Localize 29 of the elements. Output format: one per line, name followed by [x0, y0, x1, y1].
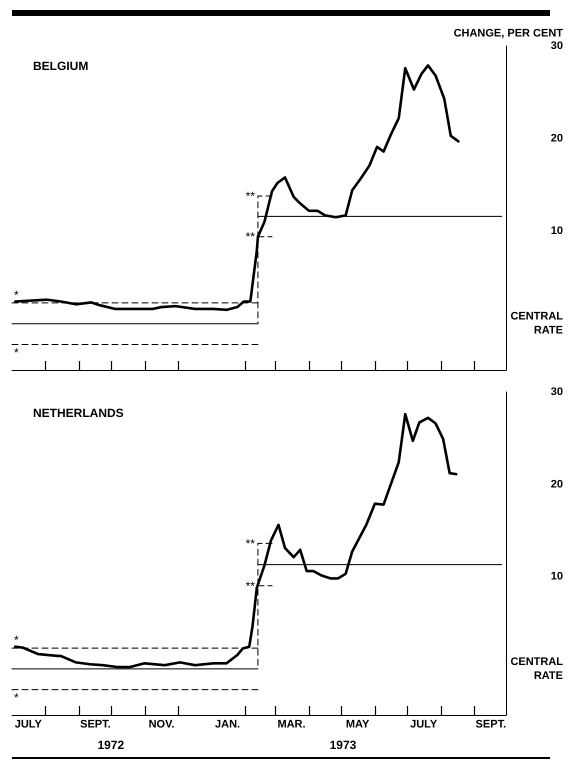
y-tick-label: CENTRAL RATE [510, 656, 564, 682]
x-tick-label: NOV. [148, 718, 174, 730]
y-tick-label: CENTRAL RATE [510, 310, 564, 337]
y-tick-label: 30 [550, 40, 563, 52]
text: NETHERLANDS [33, 406, 124, 420]
annotation: * [14, 346, 19, 360]
x-tick-label: JAN. [215, 718, 240, 730]
annotation: ** [246, 536, 256, 550]
annotation: ** [246, 230, 256, 244]
annotation: * [14, 690, 19, 705]
x-tick-label: JULY [14, 718, 42, 730]
y-tick-label: 10 [550, 225, 563, 238]
y-tick-label: 20 [550, 478, 563, 490]
annotation: ** [246, 578, 256, 593]
x-tick-label: MAR. [277, 718, 306, 730]
x-tick-label: SEPT. [476, 718, 506, 730]
annotation: * [14, 288, 19, 302]
text: 1973 [330, 738, 357, 752]
y-tick-label: 10 [550, 570, 563, 583]
y-tick-label: 20 [550, 132, 563, 145]
x-tick-label: SEPT. [80, 718, 111, 730]
y-axis-title: CHANGE, PER CENT [454, 28, 564, 40]
y-tick-label: 30 [550, 386, 563, 398]
text: BELGIUM [33, 59, 88, 73]
x-tick-label: JULY [410, 718, 438, 730]
annotation: * [14, 633, 19, 648]
x-tick-label: MAY [346, 718, 370, 730]
text: 1972 [97, 738, 124, 752]
annotation: ** [246, 188, 256, 203]
